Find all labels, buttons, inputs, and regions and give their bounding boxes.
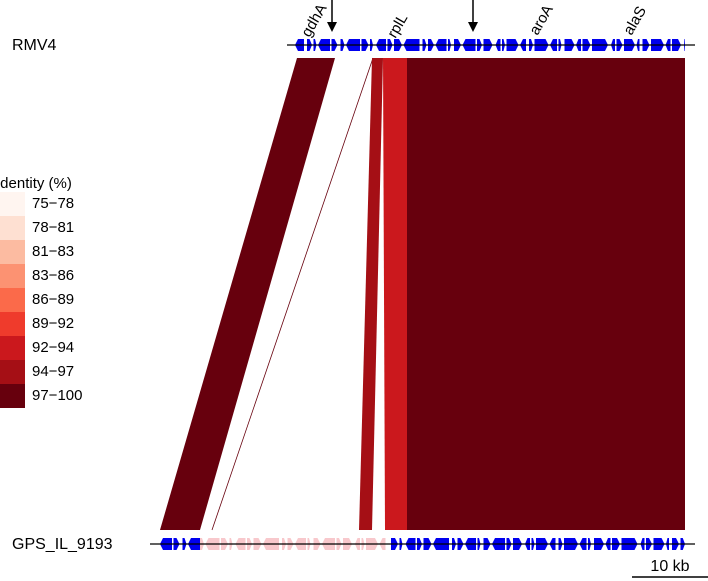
legend-swatch bbox=[0, 384, 25, 408]
legend-swatch bbox=[0, 360, 25, 384]
comparisons bbox=[160, 57, 685, 531]
legend-swatch bbox=[0, 192, 25, 216]
legend-swatch bbox=[0, 216, 25, 240]
legend-swatch bbox=[0, 240, 25, 264]
legend-label: 75−78 bbox=[32, 195, 74, 212]
comparison bbox=[211, 57, 374, 531]
legend-label: 86−89 bbox=[32, 291, 74, 308]
legend-label: 92−94 bbox=[32, 339, 74, 356]
arrow bbox=[327, 0, 337, 32]
legend-label: 83−86 bbox=[32, 267, 74, 284]
arrow bbox=[468, 0, 478, 32]
legend-swatch bbox=[0, 336, 25, 360]
comparison bbox=[359, 58, 383, 530]
track-name: GPS_IL_9193 bbox=[12, 536, 113, 553]
gene-label: gdhA bbox=[298, 1, 330, 40]
legend-title: Identity (%) bbox=[0, 175, 72, 192]
legend-label: 81−83 bbox=[32, 243, 74, 260]
comparison bbox=[160, 58, 335, 530]
comparison bbox=[407, 58, 685, 530]
legend-label: 89−92 bbox=[32, 315, 74, 332]
track-name: RMV4 bbox=[12, 37, 57, 54]
gene-label: alaS bbox=[620, 3, 650, 38]
scale-label: 10 kb bbox=[650, 558, 689, 575]
legend-swatch bbox=[0, 288, 25, 312]
legend-label: 78−81 bbox=[32, 219, 74, 236]
gene-label: aroA bbox=[526, 2, 557, 38]
legend-swatch bbox=[0, 312, 25, 336]
legend: 75−78 78−81 81−83 83−86 86−89 89−92 92−94 94−97… bbox=[0, 192, 82, 408]
comparison bbox=[383, 58, 407, 530]
legend-label: 97−100 bbox=[32, 387, 82, 404]
gene-label: rplL bbox=[384, 11, 411, 41]
legend-swatch bbox=[0, 264, 25, 288]
legend-label: 94−97 bbox=[32, 363, 74, 380]
